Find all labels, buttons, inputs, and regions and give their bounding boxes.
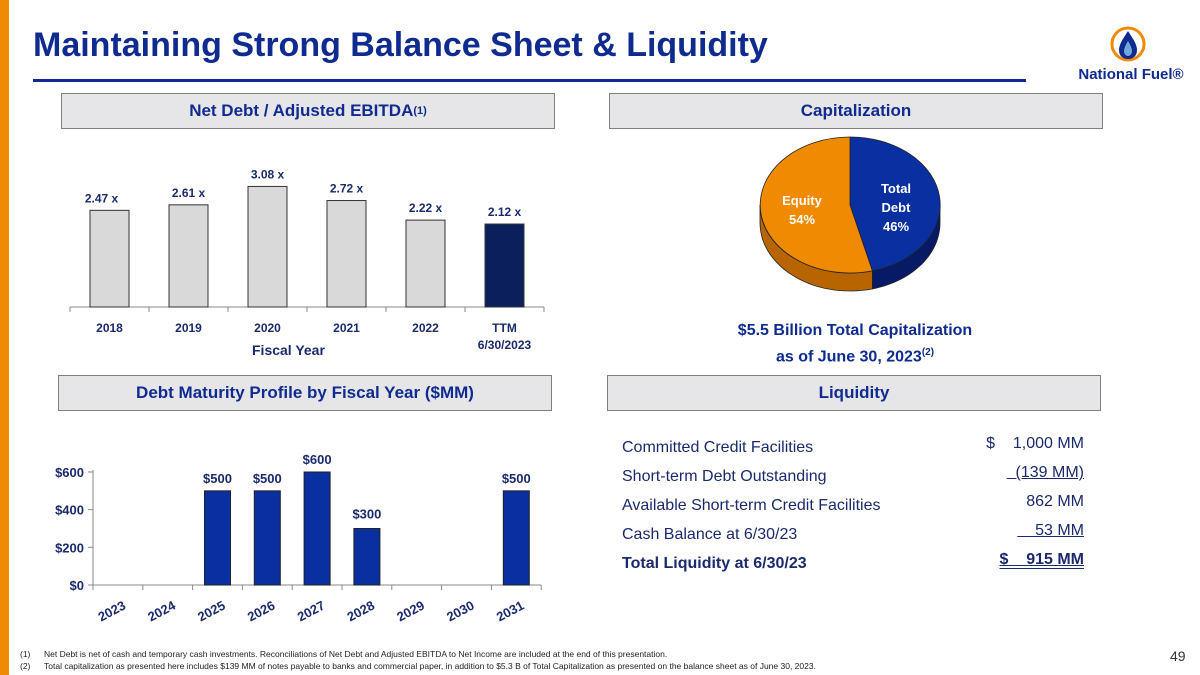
maturity-data-label: $300 bbox=[352, 507, 381, 522]
maturity-y-tick-label: $600 bbox=[55, 465, 84, 480]
ebitda-bar bbox=[326, 200, 367, 308]
ebitda-data-label: 2.72 x bbox=[330, 182, 364, 196]
footnote-number: (1) bbox=[20, 649, 31, 659]
ebitda-category-label: 2022 bbox=[412, 321, 439, 335]
maturity-category-label: 2025 bbox=[195, 598, 228, 625]
debt-maturity-chart: $0 $200 $400 $600 2023 2024 $500 2025 $500 2026 $6… bbox=[55, 452, 542, 625]
maturity-category-label: 2031 bbox=[494, 598, 527, 625]
capitalization-note: $5.5 Billion Total Capitalization as of … bbox=[700, 320, 1010, 368]
title-divider bbox=[33, 79, 1026, 82]
liquidity-value: 53 MM bbox=[1017, 522, 1084, 539]
company-logo: National Fuel® bbox=[1072, 26, 1190, 86]
ebitda-bar bbox=[405, 219, 446, 308]
pie-debt-name: Debt bbox=[882, 200, 912, 215]
section-net-debt-sup: (1) bbox=[413, 105, 427, 117]
maturity-data-label: $500 bbox=[502, 471, 531, 486]
ebitda-data-label: 2.22 x bbox=[409, 201, 443, 215]
ebitda-category-label: 2019 bbox=[175, 321, 202, 335]
section-net-debt-label: Net Debt / Adjusted EBITDA bbox=[189, 101, 414, 120]
pie-debt-name: Total bbox=[881, 181, 911, 196]
footnotes: (1) Net Debt is net of cash and temporary… bbox=[20, 648, 816, 672]
section-net-debt-header: Net Debt / Adjusted EBITDA (1) bbox=[61, 93, 555, 129]
footnote: (1) Net Debt is net of cash and temporary… bbox=[20, 648, 816, 660]
footnote: (2) Total capitalization as presented her… bbox=[20, 660, 816, 672]
section-maturity-header: Debt Maturity Profile by Fiscal Year ($M… bbox=[58, 375, 552, 411]
liquidity-row: Committed Credit Facilities $ 1,000 MM bbox=[622, 435, 1092, 463]
footnote-text: Total capitalization as presented here i… bbox=[44, 661, 816, 671]
pie-debt-value: 46% bbox=[883, 219, 909, 234]
liquidity-row: Cash Balance at 6/30/23 53 MM bbox=[622, 522, 1092, 550]
net-debt-ebitda-chart: 2.47 x 2018 2.61 x 2019 3.08 x 2020 2.72 x 2021… bbox=[69, 167, 545, 352]
pie-equity-name: Equity bbox=[782, 193, 822, 208]
maturity-category-label: 2024 bbox=[145, 597, 178, 624]
liquidity-total-value: $ 915 MM bbox=[999, 551, 1084, 568]
liquidity-label: Available Short-term Credit Facilities bbox=[622, 497, 881, 514]
ebitda-category-label: 2021 bbox=[333, 321, 360, 335]
ebitda-xaxis-title: Fiscal Year bbox=[252, 342, 325, 358]
ebitda-category-label: TTM bbox=[492, 321, 517, 335]
pie-equity-slice bbox=[759, 136, 873, 274]
maturity-category-label: 2027 bbox=[295, 598, 328, 625]
ebitda-data-label: 2.47 x bbox=[85, 191, 119, 205]
liquidity-value: $ 1,000 MM bbox=[986, 435, 1084, 452]
page-title: Maintaining Strong Balance Sheet & Liqui… bbox=[33, 26, 768, 64]
ebitda-bar bbox=[484, 223, 525, 308]
liquidity-label: Committed Credit Facilities bbox=[622, 439, 814, 456]
pie-equity-value: 54% bbox=[789, 212, 815, 227]
maturity-bar bbox=[502, 490, 530, 586]
ebitda-data-label: 2.61 x bbox=[172, 186, 206, 200]
maturity-category-label: 2030 bbox=[444, 598, 477, 625]
capitalization-note-line2: as of June 30, 2023 bbox=[775, 348, 922, 366]
section-liquidity-header: Liquidity bbox=[607, 375, 1101, 411]
ebitda-bar bbox=[247, 185, 288, 308]
liquidity-label: Cash Balance at 6/30/23 bbox=[622, 526, 798, 543]
logo-text: National Fuel® bbox=[1078, 66, 1184, 83]
maturity-category-label: 2023 bbox=[95, 598, 128, 625]
logo-ring bbox=[1110, 26, 1146, 62]
ebitda-category-label: 6/30/2023 bbox=[478, 338, 532, 352]
maturity-y-tick-label: $400 bbox=[55, 503, 84, 518]
maturity-bar bbox=[204, 490, 231, 586]
liquidity-row: Short-term Debt Outstanding (139 MM) bbox=[622, 464, 1092, 492]
ebitda-bar bbox=[89, 209, 130, 308]
maturity-data-label: $500 bbox=[253, 471, 282, 486]
maturity-category-label: 2026 bbox=[245, 598, 278, 625]
maturity-category-label: 2028 bbox=[344, 598, 377, 625]
ebitda-category-label: 2020 bbox=[254, 321, 281, 335]
section-maturity-label: Debt Maturity Profile by Fiscal Year ($M… bbox=[136, 383, 474, 402]
capitalization-note-line1: $5.5 Billion Total Capitalization bbox=[737, 322, 973, 339]
section-capitalization-label: Capitalization bbox=[800, 101, 912, 120]
maturity-category-label: 2029 bbox=[394, 598, 427, 625]
section-capitalization-header: Capitalization bbox=[609, 93, 1103, 129]
footnote-text: Net Debt is net of cash and temporary ca… bbox=[44, 649, 668, 659]
liquidity-total-label: Total Liquidity at 6/30/23 bbox=[622, 555, 807, 572]
capitalization-note-sup: (2) bbox=[921, 347, 935, 358]
ebitda-data-label: 3.08 x bbox=[251, 167, 285, 181]
logo-flame-inner bbox=[1124, 41, 1132, 56]
flame-drop-icon bbox=[1110, 26, 1146, 62]
liquidity-row: Available Short-term Credit Facilities 8… bbox=[622, 493, 1092, 521]
capitalization-pie-chart: Equity 54% Total Debt 46% bbox=[759, 136, 941, 292]
accent-bar bbox=[0, 0, 9, 675]
liquidity-total-row: Total Liquidity at 6/30/23 $ 915 MM bbox=[622, 551, 1092, 579]
maturity-data-label: $600 bbox=[303, 452, 332, 467]
maturity-bar bbox=[353, 528, 381, 586]
maturity-data-label: $500 bbox=[203, 471, 232, 486]
pie-debt-slice bbox=[849, 136, 941, 272]
footnote-number: (2) bbox=[20, 661, 31, 671]
section-liquidity-label: Liquidity bbox=[818, 383, 890, 402]
liquidity-value: (139 MM) bbox=[1006, 464, 1084, 481]
page-number: 49 bbox=[1170, 648, 1186, 664]
maturity-bar bbox=[303, 471, 331, 586]
liquidity-value: 862 MM bbox=[1026, 493, 1084, 510]
ebitda-data-label: 2.12 x bbox=[488, 205, 522, 219]
ebitda-category-label: 2018 bbox=[96, 321, 123, 335]
maturity-y-tick-label: $200 bbox=[55, 540, 84, 555]
ebitda-bar bbox=[168, 204, 209, 308]
liquidity-label: Short-term Debt Outstanding bbox=[622, 468, 827, 485]
maturity-y-tick-label: $0 bbox=[70, 578, 84, 593]
maturity-bar bbox=[253, 490, 281, 586]
